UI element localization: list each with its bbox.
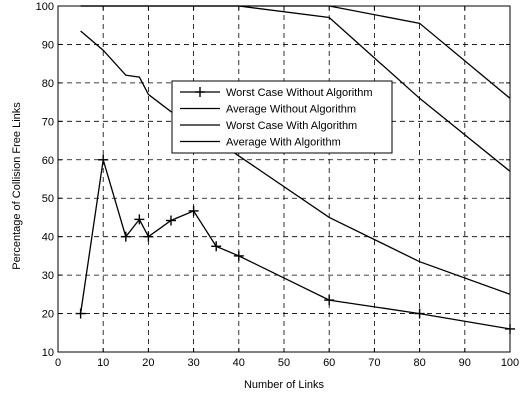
x-axis-title: Number of Links bbox=[244, 379, 325, 391]
data-point-marker bbox=[211, 241, 222, 252]
y-tick-label: 40 bbox=[42, 232, 54, 244]
data-point-marker bbox=[414, 308, 425, 319]
y-axis-title: Percentage of Collision Free Links bbox=[11, 102, 23, 270]
x-tick-label: 90 bbox=[459, 357, 471, 369]
y-tick-label: 30 bbox=[42, 270, 54, 282]
y-tick-label: 90 bbox=[42, 39, 54, 51]
grid bbox=[58, 6, 510, 352]
x-tick-label: 80 bbox=[413, 357, 425, 369]
y-tick-label: 10 bbox=[42, 347, 54, 359]
x-tick-label: 40 bbox=[233, 357, 245, 369]
legend-label: Average With Algorithm bbox=[226, 137, 341, 149]
legend-entry: Average Without Algorithm bbox=[180, 104, 356, 116]
x-tick-label: 100 bbox=[501, 357, 519, 369]
x-tick-label: 60 bbox=[323, 357, 335, 369]
legend-entry: Average With Algorithm bbox=[180, 137, 341, 149]
data-point-marker bbox=[98, 154, 109, 165]
y-tick-label: 20 bbox=[42, 309, 54, 321]
x-tick-label: 70 bbox=[368, 357, 380, 369]
data-point-marker bbox=[75, 308, 86, 319]
x-tick-label: 10 bbox=[97, 357, 109, 369]
series-line-2 bbox=[80, 30, 511, 295]
y-tick-label: 70 bbox=[42, 116, 54, 128]
y-tick-label: 100 bbox=[36, 1, 54, 13]
data-point-marker bbox=[120, 231, 131, 242]
x-tick-label: 0 bbox=[55, 357, 61, 369]
legend-label: Average Without Algorithm bbox=[226, 104, 356, 116]
data-point-marker bbox=[233, 250, 244, 261]
legend-entry: Worst Case With Algorithm bbox=[180, 120, 357, 132]
series-lines bbox=[75, 5, 515, 334]
legend-label: Worst Case With Algorithm bbox=[226, 120, 357, 132]
x-tick-label: 50 bbox=[278, 357, 290, 369]
legend-entry: Worst Case Without Algorithm bbox=[180, 87, 373, 99]
data-point-marker bbox=[143, 231, 154, 242]
tick-labels: 0 10 20 30 40 50 60 70 80 90 100102030405060708090… bbox=[36, 1, 520, 369]
data-point-marker bbox=[324, 295, 335, 306]
y-tick-label: 80 bbox=[42, 78, 54, 90]
y-tick-label: 60 bbox=[42, 155, 54, 167]
legend-label: Worst Case Without Algorithm bbox=[226, 87, 373, 99]
data-point-marker bbox=[166, 215, 176, 226]
y-tick-label: 50 bbox=[42, 193, 54, 205]
legend: Worst Case Without Algorithm Average With… bbox=[171, 80, 393, 154]
series-line-1 bbox=[79, 159, 511, 330]
x-tick-label: 20 bbox=[142, 357, 154, 369]
data-point-marker bbox=[188, 205, 199, 216]
data-point-marker bbox=[134, 214, 145, 225]
x-tick-label: 30 bbox=[187, 357, 199, 369]
plot-frame bbox=[57, 5, 511, 353]
